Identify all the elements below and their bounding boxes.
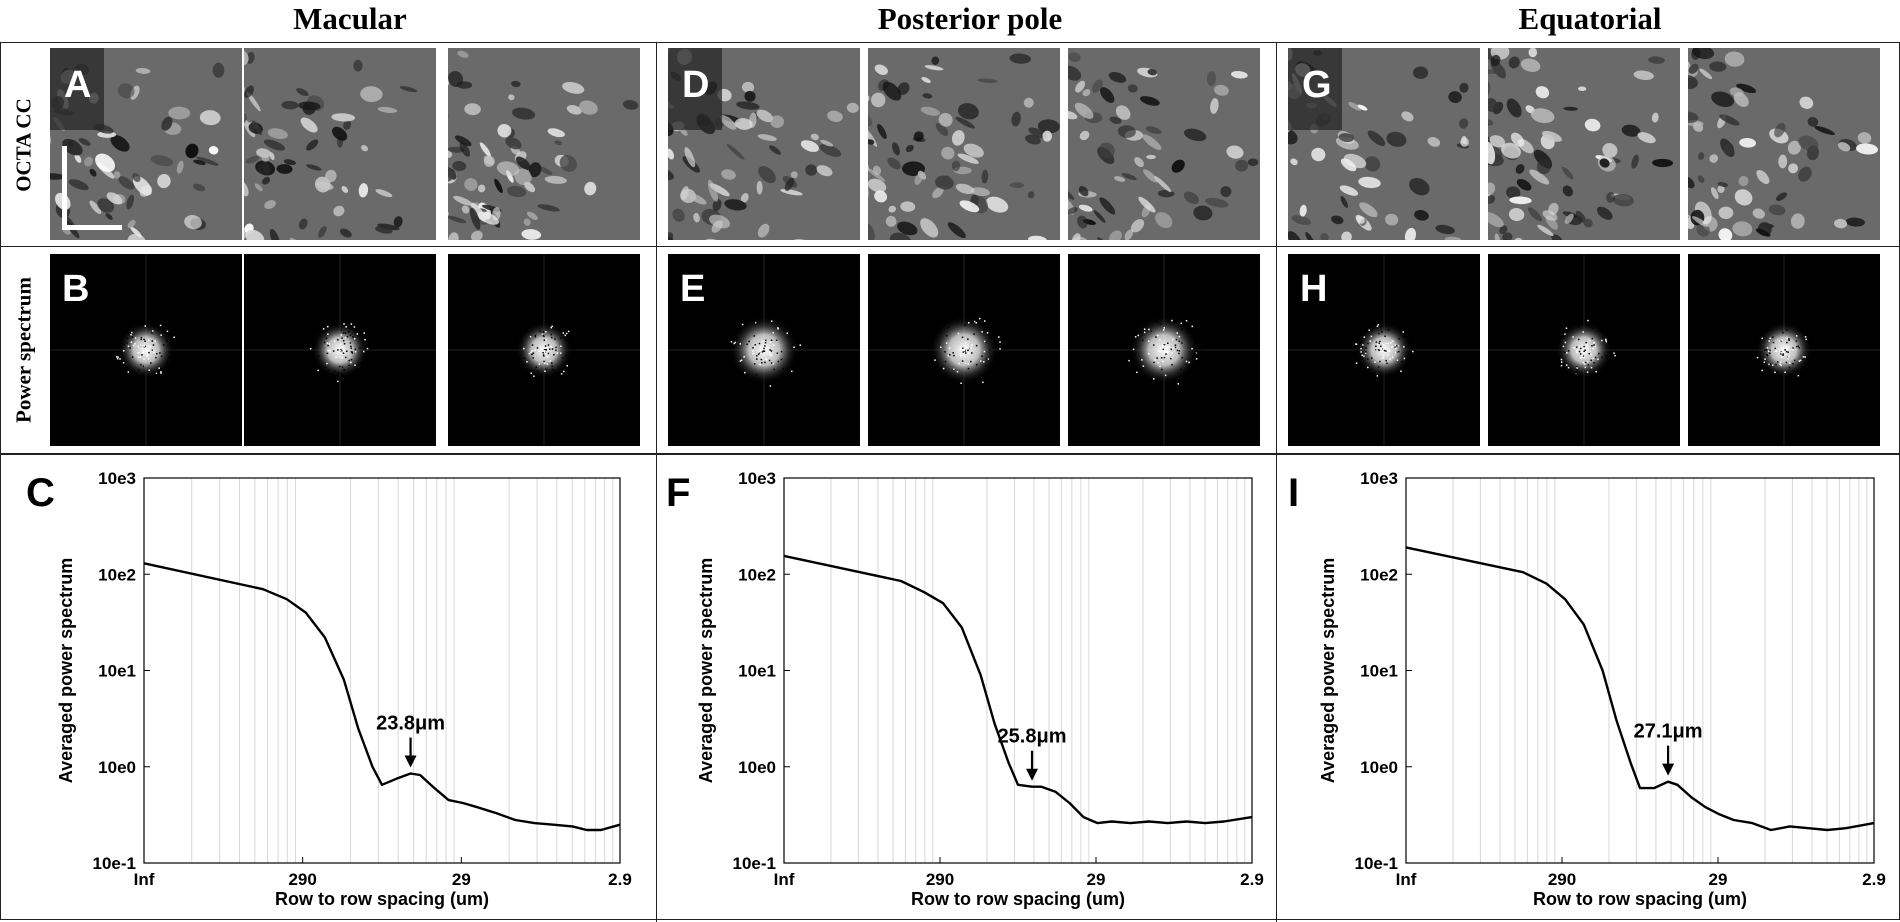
octa-image-panel [448,48,640,240]
y-tick-label: 10e3 [738,469,776,488]
x-tick-label: 2.9 [608,870,632,889]
y-tick-label: 10e3 [98,469,136,488]
column-divider-1 [656,42,657,922]
y-tick-label: 10e1 [738,662,776,681]
power-spectrum-image-panel: H [1288,254,1480,446]
series-line [143,562,621,832]
x-tick-label: Inf [1396,870,1417,889]
x-tick-label: Inf [134,870,155,889]
octa-image-panel [1488,48,1680,240]
y-tick-label: 10e2 [1360,565,1398,584]
power-spectrum-chart-macular: 10e-1 10e0 10e1 10e2 10e3 Inf 290 29 2.9 Row to r… [20,460,640,915]
octa-image-panel [1068,48,1260,240]
annotation-label: 23.8μm [376,713,445,735]
x-tick-label: 29 [452,870,471,889]
scale-bar-horizontal [62,225,122,230]
line-chart-svg: 10e-1 10e0 10e1 10e2 10e3 Inf 290 29 2.9 Row to r… [666,469,1264,909]
octa-image-panel: A [50,48,242,240]
row-label-power-spectrum: Power spectrum [11,277,36,423]
plot-area-frame [1405,477,1875,864]
annotation-label: 25.8μm [998,726,1067,748]
y-tick-label: 10e0 [1360,758,1398,777]
x-axis-label: Row to row spacing (um) [1533,889,1747,909]
power-spectrum-image-panel [1488,254,1680,446]
y-tick-label: 10e2 [98,565,136,584]
octa-image-panel [868,48,1060,240]
line-chart-svg: 10e-1 10e0 10e1 10e2 10e3 Inf 290 29 2.9 Row to r… [26,469,632,909]
annotation-arrowhead [1662,763,1675,776]
power-spectrum-image-panel: E [668,254,860,446]
panel-letter-backdrop [668,48,722,130]
series-line [1405,546,1875,832]
power-spectrum-image-panel [868,254,1060,446]
panel-letter-power-spectrum: E [680,268,706,310]
x-tick-label: 29 [1709,870,1728,889]
panel-letter-chart: I [1288,471,1299,515]
panel-letter-power-spectrum: B [62,268,90,310]
x-axis-label: Row to row spacing (um) [275,889,489,909]
panel-letter-octa: A [64,64,92,106]
power-spectrum-chart-equatorial: 10e-1 10e0 10e1 10e2 10e3 Inf 290 29 2.9 Row to r… [1282,460,1894,915]
octa-image-panel: G [1288,48,1480,240]
y-tick-label: 10e0 [98,758,136,777]
row-divider [0,246,1900,247]
power-spectrum-image-panel [1688,254,1880,446]
panel-letter-backdrop [1288,48,1342,130]
scale-bar-vertical [62,146,67,230]
panel-letter-backdrop [50,48,104,130]
y-tick-label: 10e1 [98,662,136,681]
x-tick-label: 2.9 [1240,870,1264,889]
row-label-octa: OCTA CC [11,98,36,192]
panel-letter-octa: G [1302,64,1332,106]
panel-letter-chart: F [666,471,690,515]
y-axis-label: Averaged power spectrum [1318,558,1338,783]
y-tick-label: 10e1 [1360,662,1398,681]
octa-image-panel [1688,48,1880,240]
y-tick-label: 10e2 [738,565,776,584]
power-spectrum-image-panel [244,254,436,446]
x-tick-label: Inf [774,870,795,889]
y-tick-label: 10e0 [738,758,776,777]
y-tick-label: 10e3 [1360,469,1398,488]
annotation-label: 27.1μm [1634,721,1703,743]
panel-letter-power-spectrum: H [1300,268,1328,310]
power-spectrum-chart-posterior-pole: 10e-1 10e0 10e1 10e2 10e3 Inf 290 29 2.9 Row to r… [660,460,1272,915]
x-tick-label: 29 [1087,870,1106,889]
column-title-macular: Macular [293,1,407,36]
column-title-posterior-pole: Posterior pole [877,1,1063,36]
x-tick-label: 290 [288,870,316,889]
plot-area-frame [143,477,621,864]
x-tick-label: 290 [1548,870,1576,889]
y-axis-label: Averaged power spectrum [696,558,716,783]
column-divider-2 [1276,42,1277,922]
power-spectrum-image-panel [1068,254,1260,446]
octa-image-panel: D [668,48,860,240]
column-title-equatorial: Equatorial [1518,1,1662,36]
panel-letter-octa: D [682,64,710,106]
x-tick-label: 2.9 [1862,870,1886,889]
series-line [783,554,1253,825]
panel-letter-chart: C [26,471,55,515]
y-tick-label: 10e-1 [733,854,776,873]
line-chart-svg: 10e-1 10e0 10e1 10e2 10e3 Inf 290 29 2.9 Row to r… [1288,469,1886,909]
x-axis-label: Row to row spacing (um) [911,889,1125,909]
power-spectrum-image-panel [448,254,640,446]
y-tick-label: 10e-1 [1355,854,1398,873]
annotation-arrowhead [1026,768,1039,781]
plot-area-frame [783,477,1253,864]
power-spectrum-image-panel: B [50,254,242,446]
x-tick-label: 290 [926,870,954,889]
y-axis-label: Averaged power spectrum [56,558,76,783]
annotation-arrowhead [404,755,417,768]
octa-image-panel [244,48,436,240]
y-tick-label: 10e-1 [93,854,136,873]
